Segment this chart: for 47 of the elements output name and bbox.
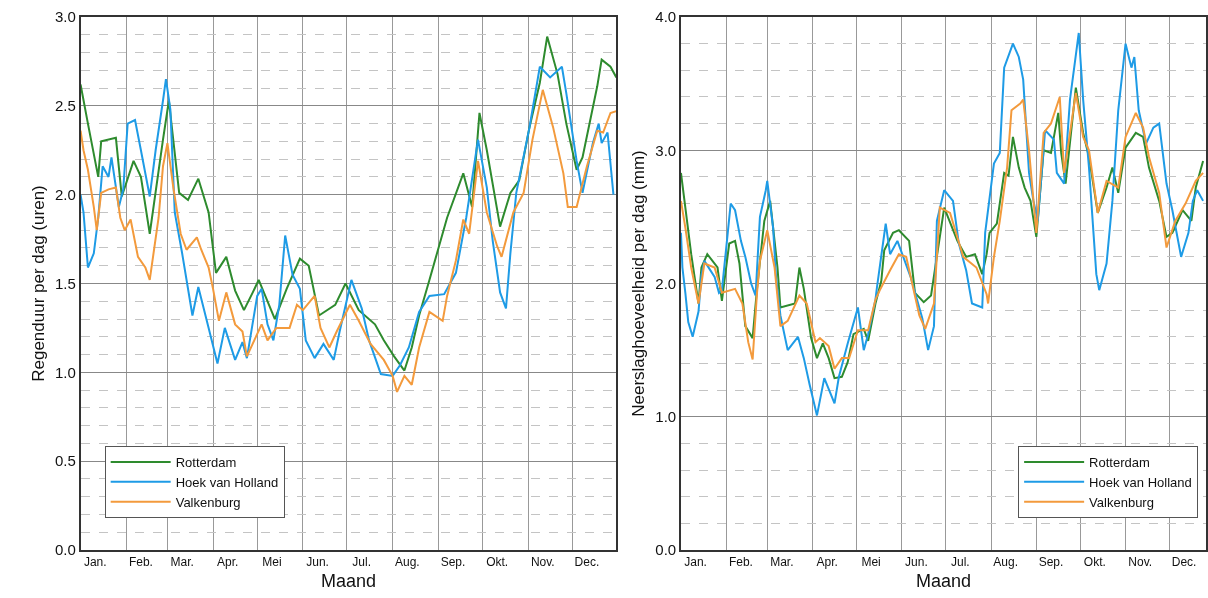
y-axis-title: Regenduur per dag (uren) [29,185,49,382]
y-tick-label: 1.0 [655,408,677,425]
x-tick-label: Apr. [816,555,838,570]
x-tick-label: Dec. [574,555,600,570]
x-tick-label: Feb. [728,555,753,570]
y-tick-label: 3.0 [655,141,677,159]
line-series [680,31,1205,417]
y-tick-label: 0.5 [54,452,76,470]
x-tick-label: Jul. [950,555,970,570]
legend-label: Hoek van Holland [1089,474,1192,490]
x-tick-label: Nov. [1128,555,1153,570]
x-tick-label: Mei [861,555,881,570]
x-tick-label: Jan. [83,555,107,570]
x-tick-label: Okt. [1083,555,1106,570]
y-tick-label: 2.0 [54,185,76,203]
x-tick-label: Jan. [684,555,707,570]
x-tick-label: Sep. [1038,555,1064,570]
x-tick-label: Jul. [352,555,372,570]
x-tick-label: Aug. [993,555,1018,570]
x-tick-label: Mei [262,555,282,570]
x-tick-label: Jun. [306,555,329,570]
legend-label: Rotterdam [1089,455,1150,471]
legend-label: Valkenburg [1089,494,1154,510]
x-tick-label: Aug. [395,555,420,570]
x-axis-title: Maand [320,570,376,591]
y-tick-label: 4.0 [655,8,677,26]
y-tick-label: 1.5 [54,274,76,292]
y-axis-title: Neerslaghoeveelheid per dag (mm) [629,150,649,417]
x-tick-label: Mar. [770,555,794,570]
y-tick-label: 2.5 [54,97,76,115]
legend-label: Rotterdam [175,455,237,471]
x-tick-label: Mar. [170,555,194,570]
legend-label: Valkenburg [175,494,241,510]
x-tick-label: Jun. [905,555,928,570]
x-axis-title: Maand [915,570,971,591]
legend-label: Hoek van Holland [175,474,279,490]
x-tick-label: Okt. [486,555,509,570]
y-tick-label: 0.0 [54,541,76,559]
y-tick-label: 2.0 [655,274,677,292]
x-tick-label: Dec. [1171,555,1197,570]
x-tick-label: Sep. [440,555,466,570]
x-tick-label: Nov. [530,555,555,570]
x-tick-label: Feb. [128,555,153,570]
y-tick-label: 3.0 [54,8,76,26]
y-tick-label: 0.0 [655,541,677,559]
y-tick-label: 1.0 [54,363,76,381]
x-tick-label: Apr. [217,555,239,570]
